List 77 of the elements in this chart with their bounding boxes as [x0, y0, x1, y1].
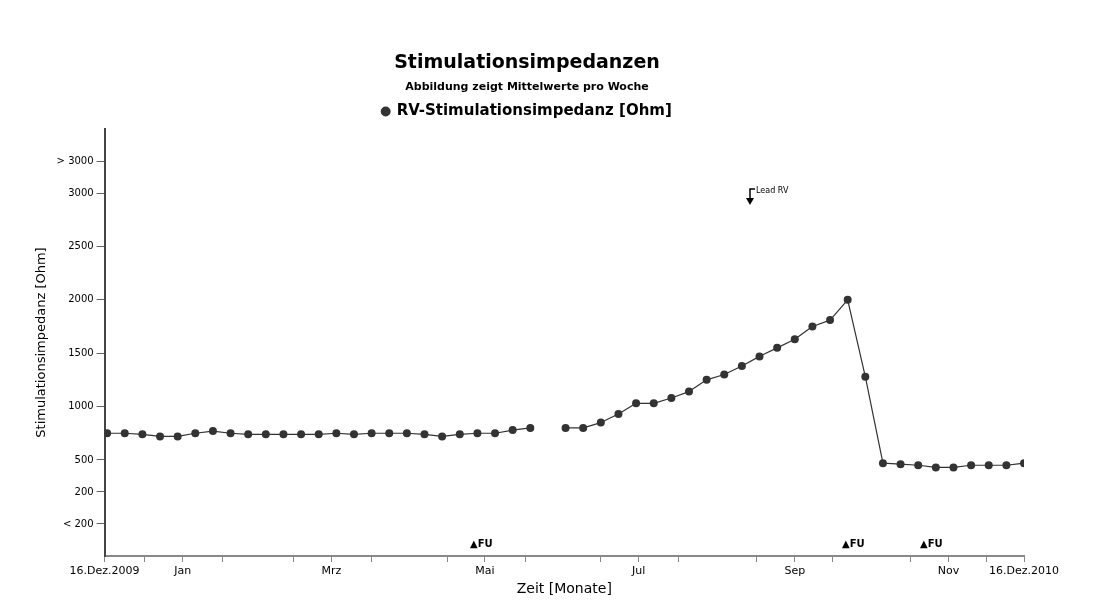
annotation: ▲FU: [920, 538, 943, 549]
x-tick-label: 16.Dez.2010: [989, 564, 1059, 578]
point: [914, 461, 923, 470]
point: [297, 430, 306, 439]
point: [596, 418, 605, 427]
y-tick-label: 1500: [68, 346, 94, 358]
point: [508, 426, 517, 435]
y-tick-label: 200: [74, 485, 94, 497]
y-tick-label: 500: [74, 453, 94, 465]
point: [314, 430, 323, 439]
y-tick-label: 1000: [68, 400, 94, 412]
y-tick-label: 2500: [68, 240, 94, 252]
point: [790, 335, 799, 344]
x-axis-title: Zeit [Monate]: [516, 580, 612, 597]
y-axis-title: Stimulationsimpedanz [Ohm]: [33, 247, 49, 438]
point: [755, 352, 764, 361]
point: [438, 432, 447, 441]
point: [720, 370, 729, 379]
y-tick-label: > 3000: [56, 154, 94, 166]
point: [244, 430, 253, 439]
point: [208, 427, 217, 436]
point: [949, 463, 958, 472]
point: [667, 394, 676, 403]
point: [773, 343, 782, 352]
x-tick-label: Jan: [173, 564, 192, 578]
point: [826, 316, 835, 325]
y-tick-label: < 200: [62, 517, 94, 529]
x-tick-label: Sep: [784, 564, 806, 578]
point: [455, 430, 464, 439]
point: [104, 429, 112, 438]
point: [579, 423, 588, 432]
point: [279, 430, 288, 439]
y-tick-label: 2000: [68, 293, 94, 305]
point: [614, 410, 623, 419]
y-tick-label: 3000: [68, 186, 94, 198]
annotation: Lead RV: [756, 186, 789, 195]
point: [402, 429, 411, 438]
point: [367, 429, 376, 438]
point: [878, 459, 887, 468]
point: [861, 372, 870, 381]
point: [385, 429, 394, 438]
point: [561, 423, 570, 432]
point: [702, 375, 711, 384]
x-tick-label: Mrz: [321, 564, 342, 578]
annotation: ▲FU: [470, 538, 493, 549]
point: [420, 430, 429, 439]
point: [138, 430, 147, 439]
x-tick-label: 16.Dez.2009: [69, 564, 140, 578]
x-tick-label: Mai: [475, 564, 495, 578]
point: [261, 430, 270, 439]
legend-label: RV-Stimulationsimpedanz [Ohm]: [396, 101, 672, 120]
point: [349, 430, 358, 439]
point: [491, 429, 500, 438]
point: [226, 429, 235, 438]
point: [332, 429, 341, 438]
point: [649, 399, 658, 408]
point: [967, 461, 976, 470]
chart-subtitle: Abbildung zeigt Mittelwerte pro Woche: [405, 80, 649, 94]
point: [808, 322, 817, 331]
point: [473, 429, 482, 438]
point: [191, 429, 200, 438]
point: [156, 432, 165, 441]
point: [896, 460, 905, 469]
point: [984, 461, 993, 470]
point: [632, 399, 641, 408]
point: [120, 429, 129, 438]
point: [684, 387, 693, 396]
point: [931, 463, 940, 472]
point: [173, 432, 182, 441]
chart-title: Stimulationsimpedanzen: [394, 50, 660, 73]
annotation: ▲FU: [842, 538, 865, 549]
x-tick-label: Jul: [630, 564, 646, 578]
x-tick-label: Nov: [937, 564, 960, 578]
point: [843, 295, 852, 304]
point: [1002, 461, 1011, 470]
point: [526, 423, 535, 432]
point: [737, 361, 746, 370]
